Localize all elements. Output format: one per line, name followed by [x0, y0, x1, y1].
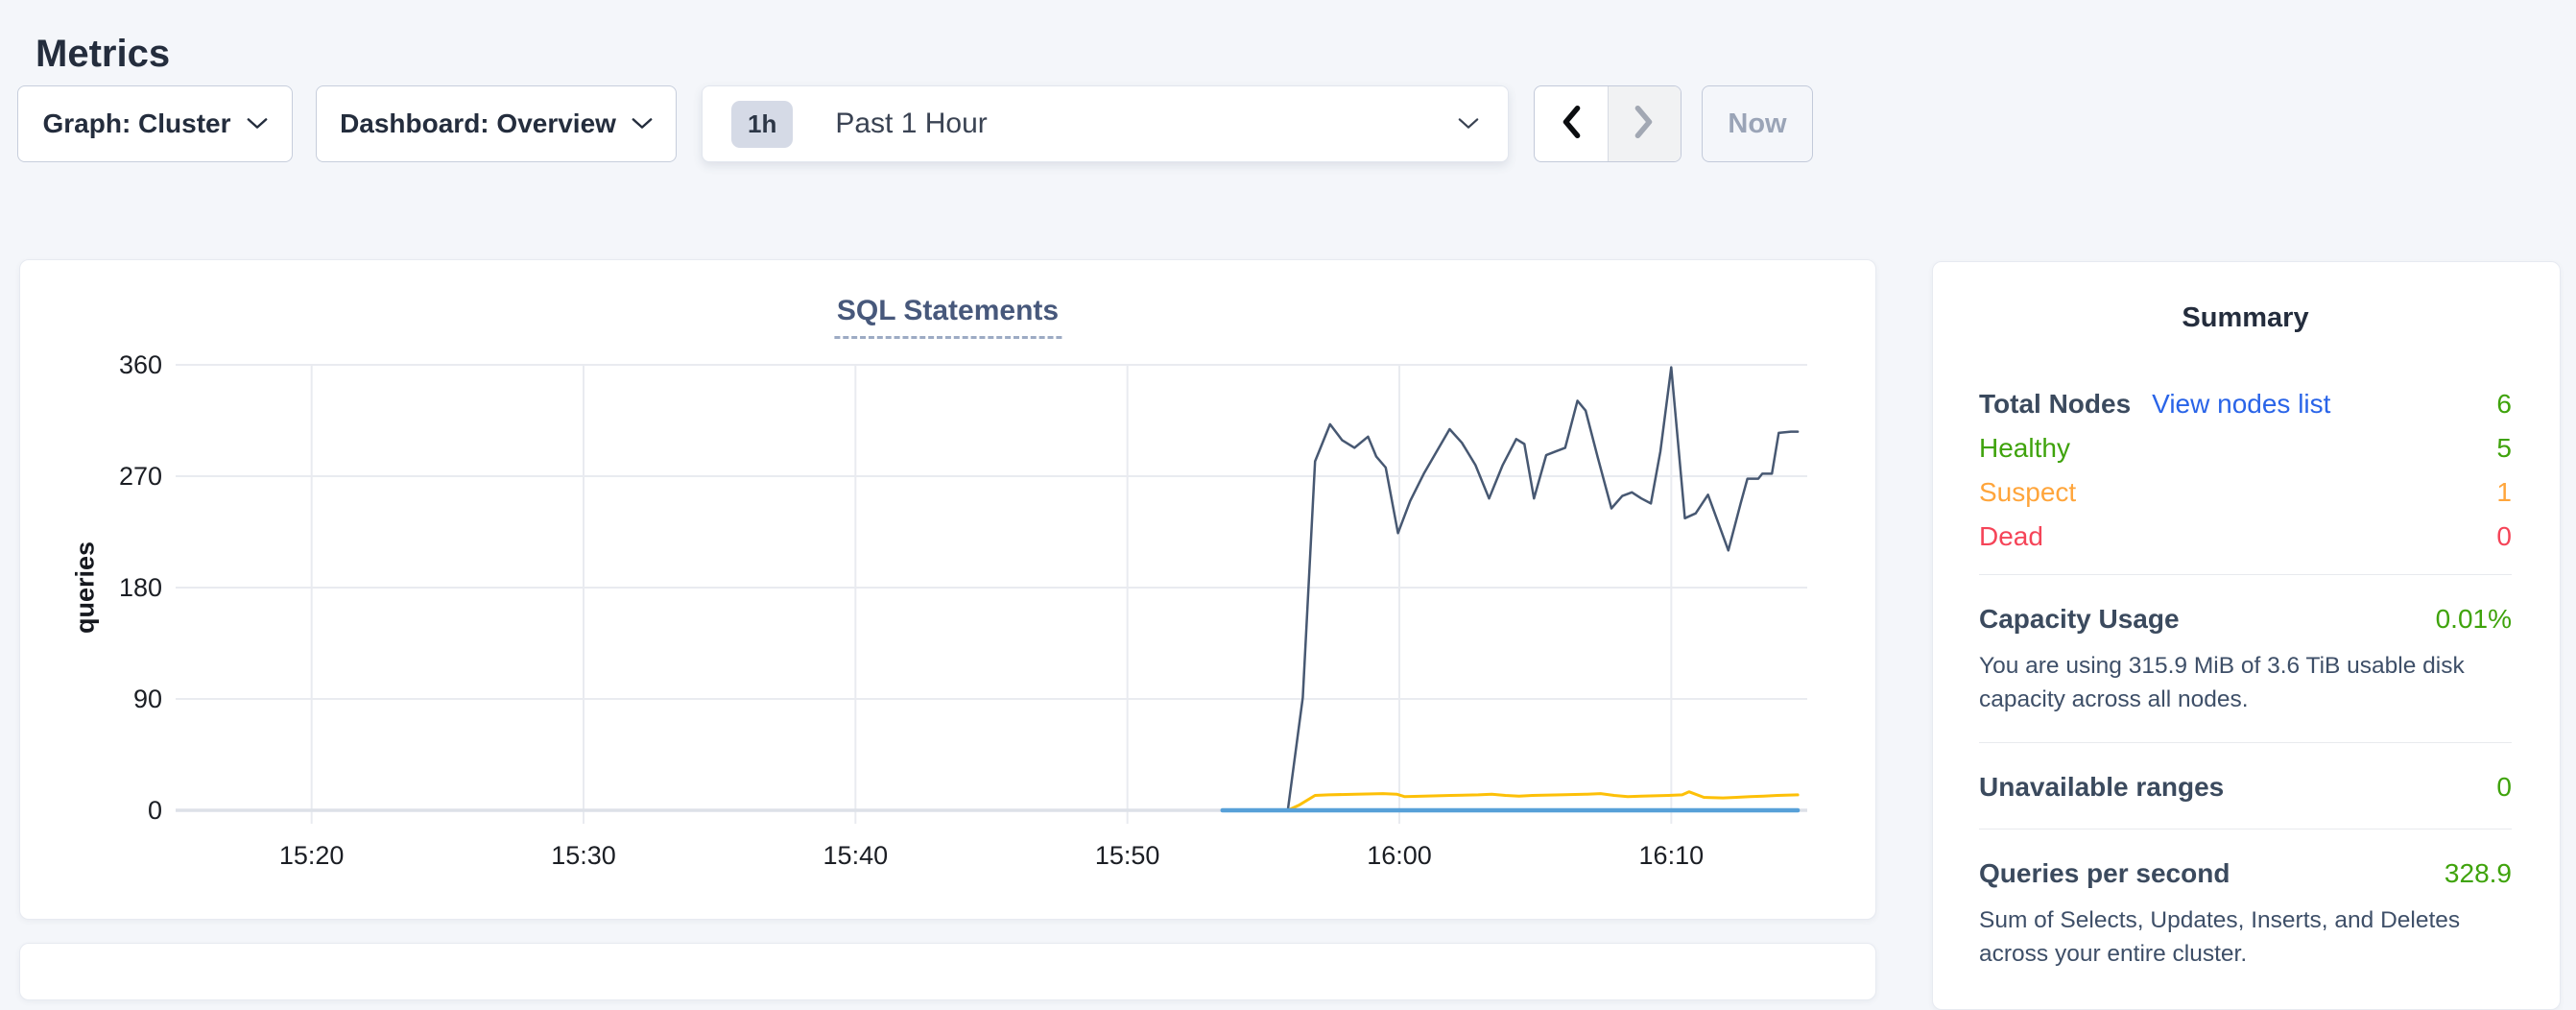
- x-tick-label: 15:30: [551, 841, 616, 870]
- summary-panel: Summary Total Nodes View nodes list 6 He…: [1932, 261, 2561, 1010]
- capacity-usage-label: Capacity Usage: [1979, 604, 2180, 634]
- total-nodes-value: 6: [2496, 389, 2512, 419]
- queries-per-second-value: 328.9: [2444, 858, 2512, 888]
- previous-time-window-button[interactable]: [1535, 86, 1608, 161]
- page-title: Metrics: [36, 32, 171, 75]
- capacity-usage-value: 0.01%: [2435, 604, 2512, 634]
- dashboard-dropdown-label: Dashboard: Overview: [340, 108, 616, 138]
- statements-yellow-line: [1286, 790, 1800, 812]
- suspect-nodes-value: 1: [2496, 477, 2512, 507]
- chevron-down-icon: [632, 117, 653, 131]
- now-button-label: Now: [1728, 108, 1787, 139]
- healthy-nodes-label: Healthy: [1979, 433, 2070, 463]
- next-time-window-button[interactable]: [1607, 86, 1681, 161]
- next-chart-card: [19, 943, 1876, 1000]
- y-tick-label: 180: [119, 573, 162, 602]
- dashboard-dropdown[interactable]: Dashboard: Overview: [316, 85, 677, 162]
- chevron-right-icon: [1634, 105, 1655, 144]
- graph-scope-dropdown-label: Graph: Cluster: [42, 108, 231, 138]
- statements-dark-line: [1286, 366, 1800, 812]
- queries-per-second-label: Queries per second: [1979, 858, 2230, 888]
- sql-statements-chart[interactable]: 15:20 15:30 15:40 15:50 16:00 16:10 0 90 180 270 3…: [20, 260, 1875, 919]
- x-tick-label: 16:10: [1639, 841, 1705, 870]
- view-nodes-list-link[interactable]: View nodes list: [2152, 389, 2331, 419]
- healthy-nodes-value: 5: [2496, 433, 2512, 463]
- capacity-usage-section: Capacity Usage 0.01% You are using 315.9…: [1979, 574, 2512, 742]
- x-tick-label: 15:50: [1095, 841, 1160, 870]
- suspect-nodes-label: Suspect: [1979, 477, 2077, 507]
- y-tick-label: 0: [148, 796, 162, 825]
- time-range-selector[interactable]: 1h Past 1 Hour: [702, 85, 1509, 162]
- x-tick-label: 16:00: [1367, 841, 1432, 870]
- dead-nodes-row: Dead 0: [1979, 515, 2512, 559]
- chevron-down-icon: [1458, 117, 1479, 131]
- x-tick-label: 15:40: [823, 841, 889, 870]
- queries-per-second-section: Queries per second 328.9 Sum of Selects,…: [1979, 829, 2512, 997]
- time-range-label: Past 1 Hour: [835, 108, 988, 139]
- queries-per-second-description: Sum of Selects, Updates, Inserts, and De…: [1979, 907, 2461, 967]
- graph-scope-dropdown[interactable]: Graph: Cluster: [17, 85, 293, 162]
- total-nodes-label: Total Nodes: [1979, 389, 2132, 419]
- y-tick-label: 360: [119, 350, 162, 379]
- capacity-usage-description: You are using 315.9 MiB of 3.6 TiB usabl…: [1979, 653, 2465, 712]
- x-tick-label: 15:20: [279, 841, 345, 870]
- dead-nodes-value: 0: [2496, 521, 2512, 551]
- time-window-pager: [1534, 85, 1682, 162]
- unavailable-ranges-value: 0: [2496, 772, 2512, 802]
- chevron-left-icon: [1561, 105, 1582, 144]
- healthy-nodes-row: Healthy 5: [1979, 426, 2512, 470]
- now-button[interactable]: Now: [1702, 85, 1813, 162]
- chevron-down-icon: [247, 117, 268, 131]
- suspect-nodes-row: Suspect 1: [1979, 470, 2512, 515]
- y-tick-label: 90: [133, 685, 162, 713]
- total-nodes-row: Total Nodes View nodes list 6: [1979, 382, 2512, 426]
- sql-statements-chart-card: SQL Statements queries 15:20 15:30 15:40 15…: [19, 259, 1876, 920]
- unavailable-ranges-label: Unavailable ranges: [1979, 772, 2225, 802]
- summary-title: Summary: [2182, 302, 2309, 333]
- time-range-badge: 1h: [731, 100, 794, 148]
- node-status-list: Total Nodes View nodes list 6 Healthy 5 …: [1979, 382, 2512, 574]
- y-tick-label: 270: [119, 462, 162, 491]
- chart-title[interactable]: SQL Statements: [833, 295, 1062, 339]
- unavailable-ranges-section: Unavailable ranges 0: [1979, 742, 2512, 829]
- dead-nodes-label: Dead: [1979, 521, 2043, 551]
